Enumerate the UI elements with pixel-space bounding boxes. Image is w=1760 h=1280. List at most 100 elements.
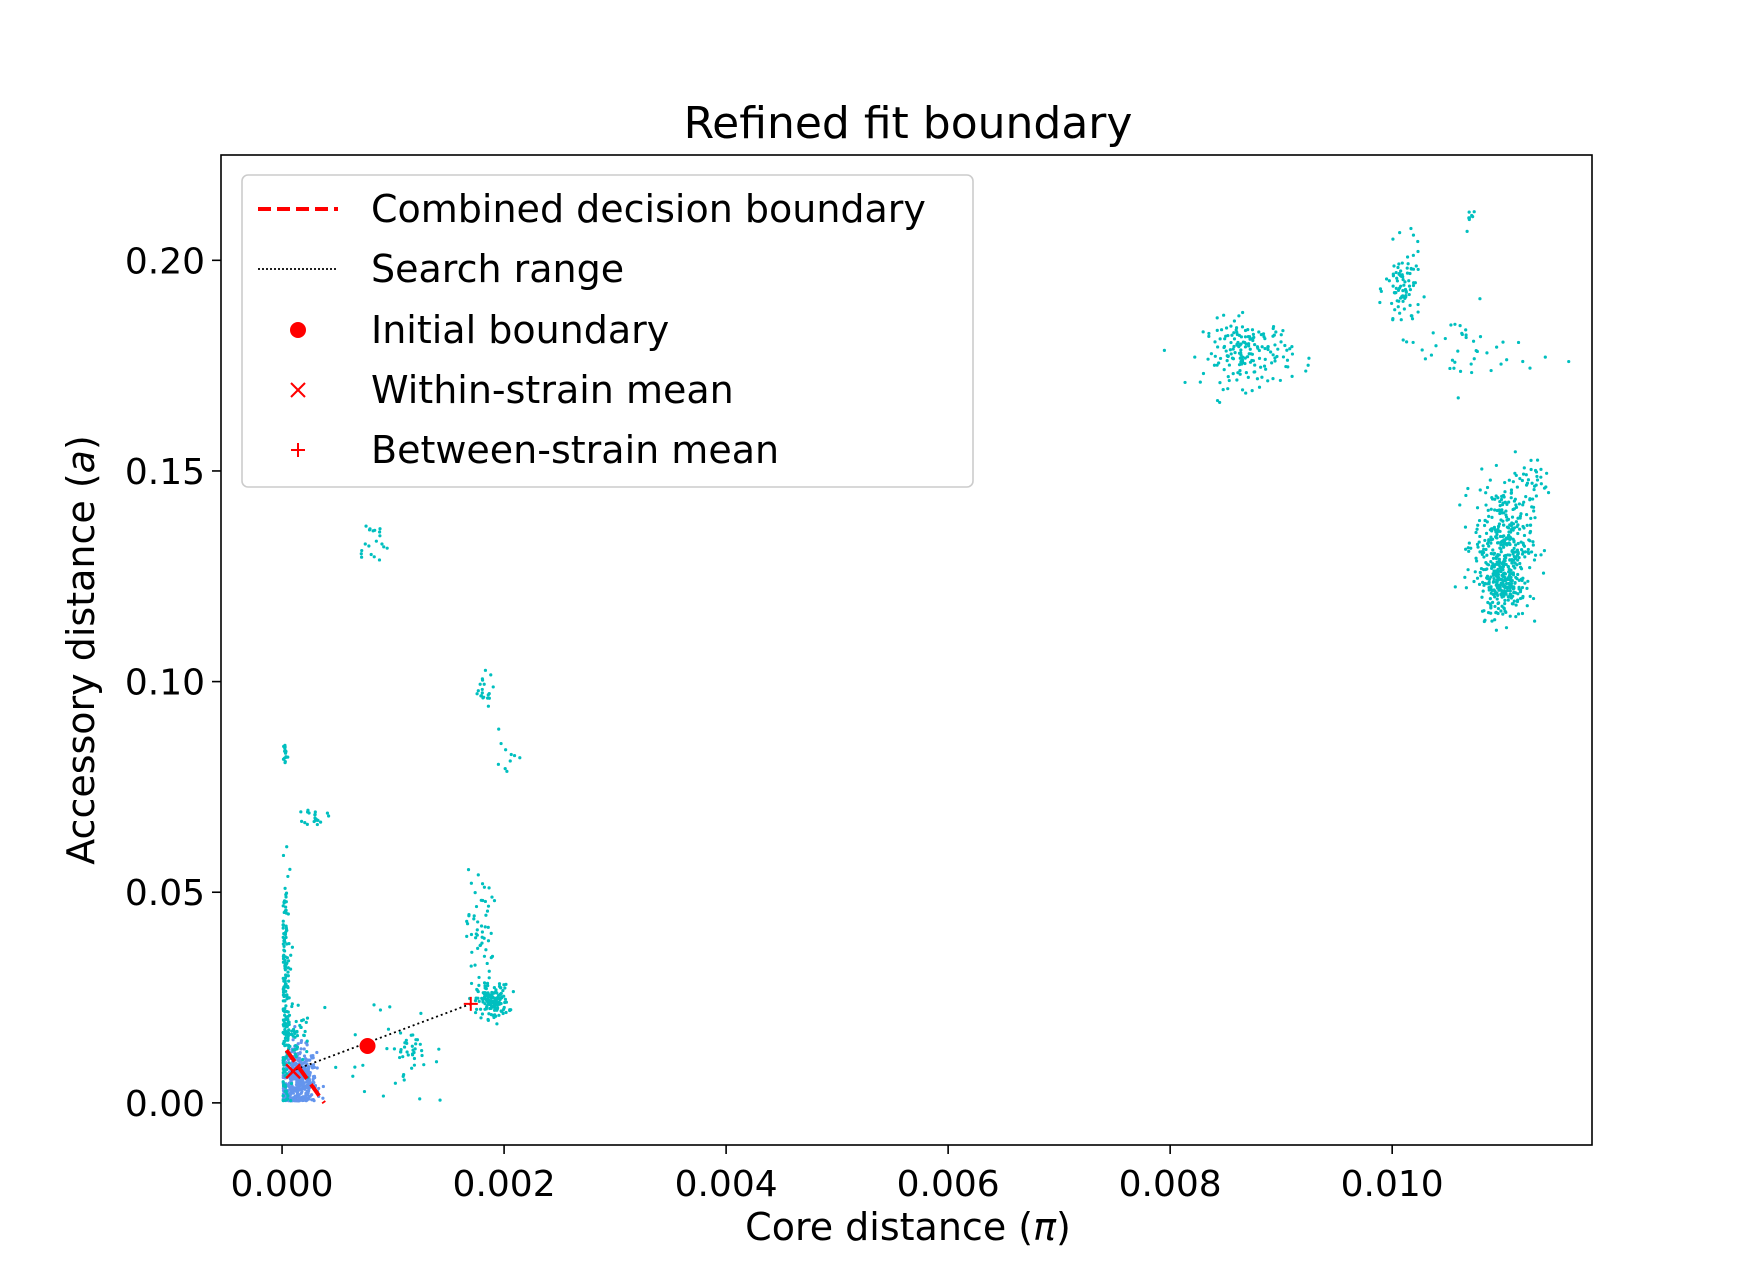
between-strain-point <box>482 682 486 686</box>
between-strain-point <box>481 696 485 700</box>
between-strain-point <box>481 991 485 995</box>
within-strain-point <box>288 1085 292 1089</box>
between-strain-point <box>1485 351 1489 355</box>
between-strain-point <box>1517 556 1521 560</box>
between-strain-point <box>480 677 484 681</box>
between-strain-point <box>285 1024 289 1029</box>
between-strain-point <box>1491 556 1496 560</box>
between-strain-point <box>1378 300 1382 305</box>
between-strain-point <box>1262 335 1266 339</box>
between-strain-point <box>1567 359 1571 364</box>
between-strain-point <box>1533 468 1538 473</box>
between-strain-point <box>1398 296 1403 300</box>
between-strain-point <box>353 1033 357 1037</box>
between-strain-point <box>1391 274 1396 278</box>
between-strain-point <box>505 769 509 773</box>
between-strain-point <box>476 689 480 693</box>
between-strain-point <box>1490 537 1495 541</box>
between-strain-point <box>364 524 368 528</box>
between-strain-point <box>1491 588 1496 592</box>
plot-frame <box>220 154 1593 1146</box>
between-strain-point <box>498 997 502 1001</box>
between-strain-point <box>1539 553 1543 557</box>
between-strain-point <box>1509 530 1513 534</box>
between-strain-point <box>1501 493 1506 498</box>
between-strain-point <box>1245 355 1250 359</box>
between-strain-point <box>1501 568 1505 572</box>
between-strain-point <box>1255 345 1260 349</box>
between-strain-point <box>1500 508 1504 512</box>
between-strain-point <box>485 909 490 913</box>
between-strain-point <box>1492 576 1496 581</box>
between-strain-point <box>1516 572 1520 577</box>
between-strain-point <box>1237 351 1242 355</box>
between-strain-point <box>1281 355 1286 359</box>
between-strain-point <box>351 1074 355 1078</box>
between-strain-point <box>386 1027 391 1031</box>
between-strain-point <box>1485 576 1489 580</box>
between-strain-point <box>291 1048 295 1052</box>
between-strain-point <box>1475 559 1479 563</box>
between-strain-point <box>1209 352 1213 356</box>
between-strain-point <box>289 1098 293 1103</box>
between-strain-point <box>1507 500 1511 504</box>
between-strain-point <box>1491 600 1495 604</box>
between-strain-point <box>1539 482 1543 486</box>
between-strain-point <box>420 1049 424 1053</box>
between-strain-point <box>282 1024 286 1028</box>
between-strain-point <box>1467 210 1471 214</box>
between-strain-point <box>1394 270 1398 275</box>
between-strain-point <box>1484 560 1488 565</box>
between-strain-point <box>1520 585 1525 590</box>
between-strain-point <box>1492 565 1496 569</box>
between-strain-point <box>294 1043 298 1048</box>
within-strain-point <box>305 1067 309 1071</box>
between-strain-point <box>1518 514 1523 518</box>
between-strain-point <box>1509 575 1513 580</box>
between-strain-point <box>1517 585 1521 589</box>
between-strain-point <box>281 1080 285 1084</box>
between-strain-point <box>486 925 490 929</box>
between-strain-point <box>283 1010 287 1014</box>
between-strain-point <box>1503 586 1507 590</box>
between-strain-point <box>1526 579 1530 583</box>
between-strain-point <box>1532 487 1536 492</box>
between-strain-point <box>1488 597 1492 601</box>
between-strain-point <box>1484 547 1488 552</box>
between-strain-point <box>300 1019 304 1023</box>
between-strain-point <box>495 1003 499 1008</box>
between-strain-point <box>1486 600 1490 605</box>
between-strain-point <box>282 1061 286 1065</box>
between-strain-point <box>485 961 489 966</box>
between-strain-point <box>1481 580 1485 584</box>
between-strain-point <box>402 1078 406 1082</box>
between-strain-point <box>1453 585 1457 589</box>
between-strain-point <box>1306 363 1310 367</box>
between-strain-point <box>486 904 491 908</box>
between-strain-point <box>1510 548 1514 553</box>
between-strain-point <box>299 1025 303 1029</box>
between-strain-point <box>1257 348 1261 353</box>
between-strain-point <box>1522 500 1526 504</box>
between-strain-point <box>1244 371 1248 375</box>
between-strain-point <box>1508 558 1512 562</box>
between-strain-point <box>1528 497 1532 501</box>
between-strain-point <box>1502 561 1506 566</box>
between-strain-point <box>1466 486 1470 491</box>
between-strain-point <box>1505 358 1509 362</box>
between-strain-point <box>1271 377 1275 381</box>
between-strain-point <box>1521 543 1526 547</box>
between-strain-point <box>1230 333 1234 337</box>
y-tick-label: 0.20 <box>125 241 205 282</box>
between-strain-point <box>288 867 292 871</box>
between-strain-point <box>1525 523 1529 527</box>
between-strain-point <box>1501 501 1505 505</box>
between-strain-point <box>1496 552 1500 557</box>
between-strain-point <box>1495 536 1499 540</box>
between-strain-point <box>476 920 480 924</box>
between-strain-point <box>1519 577 1523 581</box>
between-strain-point <box>1246 328 1250 332</box>
between-strain-point <box>1411 233 1416 237</box>
between-strain-point <box>289 1032 293 1037</box>
between-strain-point <box>437 1047 441 1051</box>
